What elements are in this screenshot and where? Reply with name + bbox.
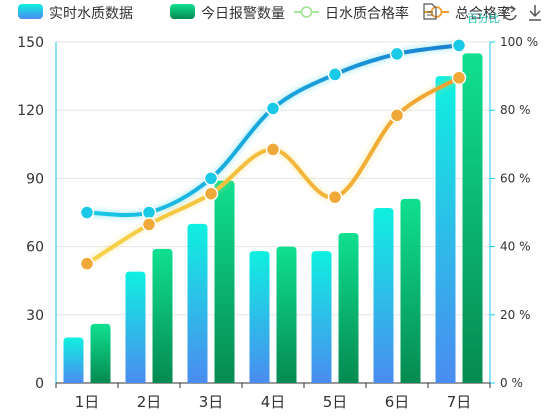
legend[interactable]: 实时水质数据 今日报警数量 日水质合格率 总合格率 bbox=[18, 4, 511, 22]
legend-swatch bbox=[18, 4, 43, 19]
legend-swatch bbox=[170, 4, 195, 19]
bar-1-1[interactable] bbox=[63, 337, 84, 383]
line-glow-1 bbox=[86, 42, 460, 218]
y-left-tick-label: 150 bbox=[17, 35, 44, 51]
bar-2-6[interactable] bbox=[400, 198, 421, 383]
line-2-point-7[interactable] bbox=[451, 70, 467, 86]
y-right-tick-label: 80 % bbox=[500, 103, 531, 117]
x-tick-label: 6日 bbox=[385, 393, 410, 411]
line-2-point-2[interactable] bbox=[141, 217, 157, 232]
download-icon-shape bbox=[529, 5, 541, 21]
legend-marker bbox=[300, 6, 313, 18]
document-icon-shape bbox=[423, 3, 437, 20]
y-right-tick-label: 0 % bbox=[500, 376, 523, 390]
line-1-point-2[interactable] bbox=[141, 205, 157, 220]
line-1-point-3[interactable] bbox=[203, 171, 219, 186]
toolbox[interactable]: 百分比 bbox=[423, 3, 541, 25]
bar-2-2[interactable] bbox=[152, 248, 173, 383]
bar-2-4[interactable] bbox=[276, 246, 297, 383]
bar-1-7[interactable] bbox=[435, 76, 456, 383]
bar-series bbox=[63, 53, 483, 383]
y-left-tick-label: 60 bbox=[26, 240, 44, 256]
refresh-icon-arrow bbox=[510, 5, 517, 13]
line-1-point-1[interactable] bbox=[79, 205, 95, 220]
y-left-tick-label: 120 bbox=[17, 103, 44, 119]
legend-label: 实时水质数据 bbox=[49, 6, 133, 22]
bar-1-4[interactable] bbox=[249, 251, 270, 383]
y-right-tick-label: 60 % bbox=[500, 171, 531, 185]
line-1-point-6[interactable] bbox=[389, 46, 405, 62]
line-2-point-3[interactable] bbox=[203, 186, 219, 201]
download-icon[interactable] bbox=[529, 5, 541, 21]
x-tick-label: 5日 bbox=[323, 393, 348, 411]
line-series bbox=[79, 38, 467, 271]
bar-1-3[interactable] bbox=[187, 223, 208, 383]
bar-1-5[interactable] bbox=[311, 251, 332, 383]
line-1-point-4[interactable] bbox=[265, 101, 281, 116]
legend-label: 日水质合格率 bbox=[325, 5, 409, 22]
line-2-point-1[interactable] bbox=[79, 256, 95, 271]
bar-2-1[interactable] bbox=[90, 323, 111, 383]
toolbox-label: 百分比 bbox=[467, 12, 500, 25]
bar-2-5[interactable] bbox=[338, 232, 359, 383]
legend-label: 总合格率 bbox=[455, 5, 511, 22]
line-2-point-4[interactable] bbox=[265, 142, 281, 157]
bar-2-7[interactable] bbox=[462, 53, 483, 383]
line-1-point-7[interactable] bbox=[451, 38, 467, 53]
refresh-icon-arc bbox=[503, 6, 517, 21]
x-tick-label: 3日 bbox=[199, 393, 224, 411]
y-left-tick-label: 30 bbox=[26, 308, 44, 324]
y-left-tick-label: 90 bbox=[26, 171, 44, 187]
line-1[interactable] bbox=[85, 43, 461, 217]
x-tick-label: 2日 bbox=[137, 393, 162, 411]
line-2-point-6[interactable] bbox=[389, 108, 405, 123]
bar-2-3[interactable] bbox=[214, 180, 235, 383]
legend-item-2[interactable]: 今日报警数量 bbox=[170, 4, 285, 22]
document-icon[interactable] bbox=[423, 3, 437, 20]
y-left-tick-label: 0 bbox=[35, 376, 44, 392]
legend-item-3[interactable]: 日水质合格率 bbox=[294, 5, 409, 22]
legend-label: 今日报警数量 bbox=[201, 6, 285, 22]
x-tick-label: 7日 bbox=[447, 393, 472, 411]
bar-1-6[interactable] bbox=[373, 207, 394, 383]
legend-item-1[interactable]: 实时水质数据 bbox=[18, 4, 133, 22]
bar-1-2[interactable] bbox=[125, 271, 146, 383]
grid-lines bbox=[56, 41, 490, 316]
line-2-point-5[interactable] bbox=[327, 189, 343, 205]
x-tick-label: 1日 bbox=[75, 393, 100, 411]
y-right-tick-label: 20 % bbox=[500, 308, 531, 322]
y-right-tick-label: 100 % bbox=[500, 35, 538, 49]
y-right-tick-label: 40 % bbox=[500, 240, 531, 254]
x-tick-label: 4日 bbox=[261, 393, 286, 411]
axes: 0 30 60 90 120 150 0 % 20 % 40 % 60 % 80 % 100 % 1日 2… bbox=[17, 35, 538, 411]
line-1-point-5[interactable] bbox=[327, 67, 343, 82]
refresh-icon[interactable] bbox=[503, 5, 517, 21]
